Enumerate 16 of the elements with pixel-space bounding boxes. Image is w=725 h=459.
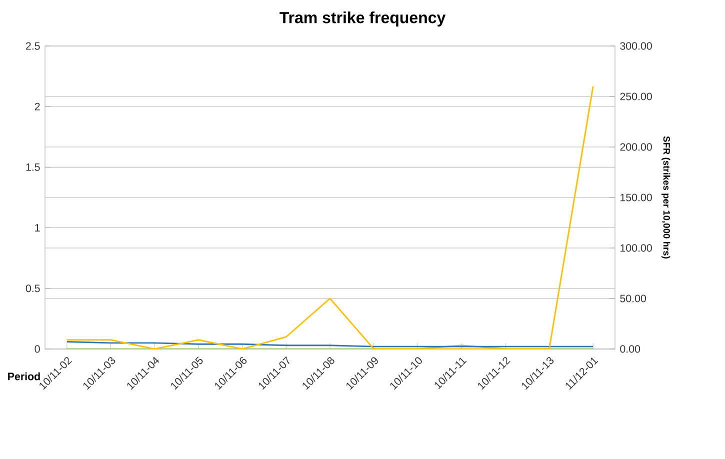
x-axis-title: Period — [8, 372, 40, 380]
y-tick-label: 0.5 — [26, 284, 40, 292]
y2-tick-label: 200.00 — [620, 143, 652, 151]
y2-tick-label: 50.00 — [620, 294, 646, 302]
y-tick-label: 1 — [35, 224, 40, 232]
y-tick-label: 1.5 — [26, 163, 40, 171]
y2-axis-title: SFR (strikes per 10,000 hrs) — [661, 136, 670, 258]
y-tick-label: 2 — [34, 102, 40, 110]
y2-tick-label: 300.00 — [620, 42, 652, 50]
chart-title: Tram strike frequency — [280, 12, 446, 26]
y2-tick-label: 250.00 — [620, 92, 652, 100]
y2-tick-label: 0.00 — [620, 345, 640, 353]
y2-tick-label: 150.00 — [620, 194, 652, 202]
y-tick-label: 0 — [34, 345, 40, 353]
y-tick-label: 2.5 — [26, 42, 40, 50]
y2-tick-label: 100.00 — [620, 244, 652, 252]
